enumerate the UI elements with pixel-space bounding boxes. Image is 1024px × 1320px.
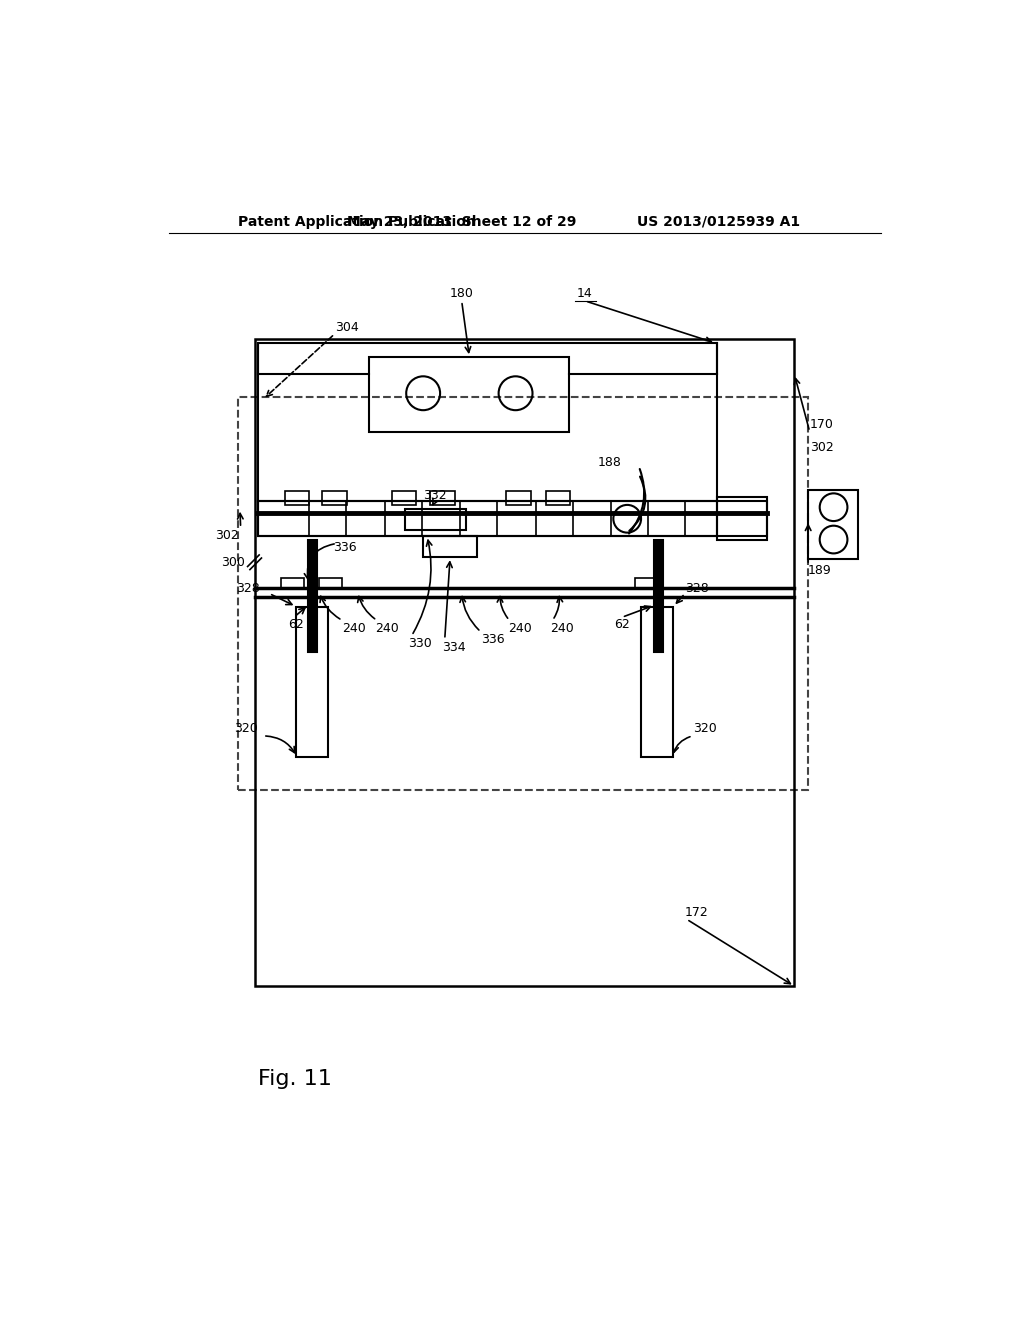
Text: Patent Application Publication: Patent Application Publication: [239, 215, 476, 228]
Bar: [319, 578, 342, 589]
Bar: [717, 498, 767, 540]
Text: 304: 304: [335, 321, 358, 334]
Bar: [281, 578, 304, 589]
Text: US 2013/0125939 A1: US 2013/0125939 A1: [637, 215, 801, 228]
Text: 320: 320: [692, 722, 717, 735]
Text: 62: 62: [289, 618, 304, 631]
Bar: [635, 578, 658, 589]
Bar: [506, 491, 531, 506]
Bar: [370, 356, 569, 432]
Text: 180: 180: [450, 286, 473, 300]
Bar: [654, 540, 664, 652]
Bar: [258, 502, 767, 536]
Text: 240: 240: [376, 622, 399, 635]
Bar: [258, 343, 717, 536]
Text: 332: 332: [423, 490, 446, 502]
Text: 300: 300: [220, 556, 245, 569]
Text: 302: 302: [215, 529, 239, 543]
Text: May 23, 2013  Sheet 12 of 29: May 23, 2013 Sheet 12 of 29: [347, 215, 577, 228]
Text: 170: 170: [810, 417, 834, 430]
Text: 320: 320: [233, 722, 258, 735]
Bar: [404, 508, 466, 531]
Bar: [641, 607, 674, 756]
Bar: [307, 540, 316, 652]
Text: 336: 336: [481, 634, 505, 647]
Bar: [808, 490, 858, 558]
Text: 240: 240: [508, 622, 531, 635]
Bar: [430, 491, 455, 506]
Text: 302: 302: [810, 441, 834, 454]
Bar: [255, 339, 795, 986]
Text: 240: 240: [550, 622, 574, 635]
Text: 172: 172: [685, 907, 709, 920]
Text: 334: 334: [442, 640, 466, 653]
Text: 240: 240: [342, 622, 366, 635]
Text: 328: 328: [685, 582, 709, 594]
Bar: [239, 397, 808, 789]
Text: Fig. 11: Fig. 11: [258, 1069, 332, 1089]
Bar: [323, 491, 347, 506]
Text: 189: 189: [808, 564, 831, 577]
Text: 336: 336: [333, 541, 356, 554]
Text: 328: 328: [237, 582, 260, 594]
Text: 62: 62: [614, 618, 630, 631]
Bar: [285, 491, 309, 506]
Text: 188: 188: [598, 455, 622, 469]
Bar: [296, 607, 329, 756]
Bar: [423, 536, 477, 557]
Bar: [391, 491, 416, 506]
Bar: [546, 491, 570, 506]
Text: 330: 330: [408, 638, 431, 649]
Text: 14: 14: [577, 286, 593, 300]
